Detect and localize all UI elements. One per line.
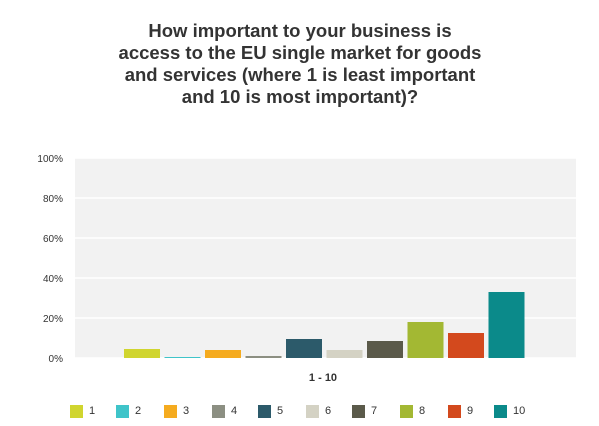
legend-swatch [116, 404, 129, 418]
legend-swatch [258, 404, 271, 418]
bar-4 [245, 356, 282, 358]
legend-swatch [448, 404, 461, 418]
legend-label: 10 [513, 405, 526, 417]
legend-item-4: 4 [212, 403, 237, 419]
legend-item-6: 6 [306, 403, 331, 419]
y-tick-label: 0% [49, 354, 64, 365]
legend-label: 1 [89, 405, 96, 417]
legend-item-2: 2 [116, 403, 141, 419]
legend-swatch [400, 404, 413, 418]
y-tick-label: 100% [37, 154, 63, 165]
legend-item-8: 8 [400, 403, 425, 419]
legend-item-3: 3 [164, 403, 189, 419]
y-tick-label: 20% [43, 314, 63, 325]
chart-legend: 1 2 3 4 5 6 7 8 9 10 [0, 403, 599, 421]
legend-swatch [494, 404, 507, 418]
legend-label: 9 [467, 405, 474, 417]
legend-swatch [164, 404, 177, 418]
legend-swatch [70, 404, 83, 418]
legend-label: 5 [277, 405, 284, 417]
y-tick-label: 40% [43, 274, 63, 285]
bar-chart: 0% 20% 40% 60% 80% 100% 1 - 10 [37, 154, 576, 384]
legend-label: 6 [325, 405, 332, 417]
legend-item-1: 1 [70, 403, 95, 419]
legend-item-10: 10 [494, 403, 525, 419]
bar-6 [326, 350, 363, 358]
bar-9 [448, 333, 484, 358]
bar-5 [286, 339, 322, 358]
bar-10 [488, 292, 525, 358]
legend-item-5: 5 [258, 403, 283, 419]
y-tick-label: 60% [43, 234, 63, 245]
legend-label: 3 [183, 405, 190, 417]
bar-7 [367, 341, 403, 358]
legend-label: 8 [419, 405, 426, 417]
legend-swatch [212, 404, 225, 418]
legend-swatch [306, 404, 319, 418]
bar-3 [205, 350, 241, 358]
bar-8 [407, 322, 444, 358]
legend-swatch [352, 404, 365, 418]
bars [124, 292, 525, 358]
legend-label: 4 [231, 405, 238, 417]
bar-2 [164, 357, 201, 358]
legend-item-9: 9 [448, 403, 473, 419]
legend-item-7: 7 [352, 403, 377, 419]
chart-title: How important to your business is access… [118, 20, 482, 107]
x-axis-label: 1 - 10 [309, 372, 337, 384]
bar-1 [124, 349, 160, 358]
y-axis-ticks: 0% 20% 40% 60% 80% 100% [37, 154, 63, 365]
legend-label: 2 [135, 405, 142, 417]
legend-label: 7 [371, 405, 378, 417]
y-tick-label: 80% [43, 194, 63, 205]
